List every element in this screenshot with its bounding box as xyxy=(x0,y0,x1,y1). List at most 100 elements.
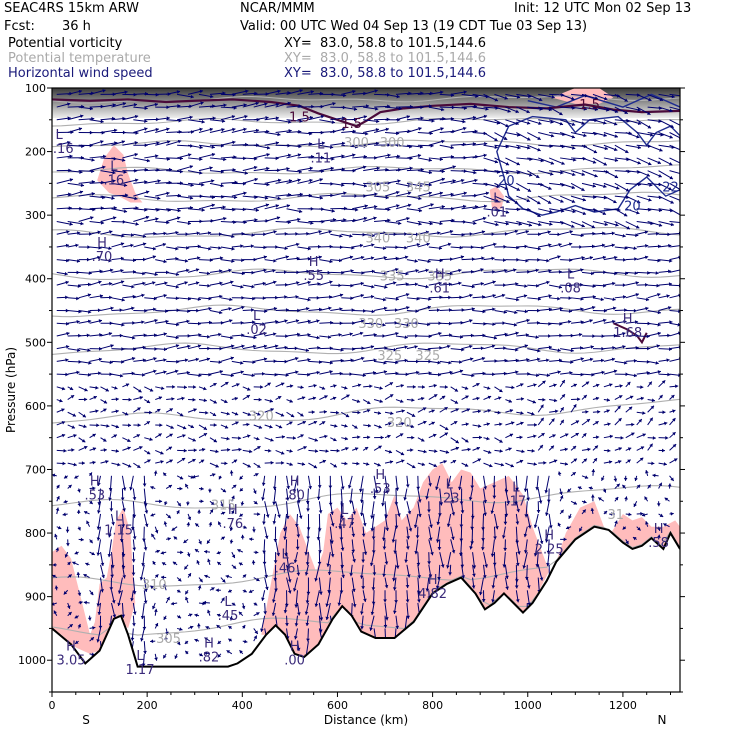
wind-arrow xyxy=(581,93,599,100)
wind-arrow xyxy=(472,424,482,428)
wind-arrow xyxy=(603,281,616,286)
wind-arrow xyxy=(330,127,346,133)
wind-arrow xyxy=(231,127,247,133)
wind-arrow xyxy=(461,284,475,289)
wind-arrow xyxy=(570,297,584,301)
wind-arrow xyxy=(318,539,322,554)
theta-line xyxy=(52,485,680,509)
wind-arrow xyxy=(176,475,184,480)
wind-arrow xyxy=(341,385,348,390)
wind-arrow xyxy=(450,142,467,147)
wind-arrow xyxy=(122,446,131,451)
wind-arrow xyxy=(122,462,132,468)
wind-arrow xyxy=(166,384,176,389)
wind-arrow xyxy=(548,195,564,203)
wind-arrow xyxy=(220,501,224,508)
wind-arrow xyxy=(537,526,544,545)
wind-arrow xyxy=(570,357,584,362)
wind-arrow xyxy=(658,482,663,489)
wind-arrow xyxy=(549,383,557,388)
wind-arrow xyxy=(174,653,178,659)
wind-arrow xyxy=(242,308,255,312)
wind-arrow xyxy=(264,89,281,95)
wind-arrow xyxy=(209,509,214,515)
wind-arrow xyxy=(494,310,507,314)
wind-arrow xyxy=(417,449,427,454)
wind-arrow xyxy=(472,446,481,451)
wind-arrow xyxy=(559,495,564,502)
wind-arrow xyxy=(264,372,278,377)
wind-arrow xyxy=(111,424,120,429)
wind-arrow xyxy=(647,271,659,275)
wind-arrow xyxy=(275,334,289,339)
wind-arrow xyxy=(155,127,170,133)
wind-arrow xyxy=(417,230,430,235)
wind-arrow xyxy=(494,182,509,190)
wind-arrow xyxy=(492,475,497,489)
wind-speed-label: 22 xyxy=(662,181,679,196)
field-wind-xy: XY= 83.0, 58.8 to 101.5,144.6 xyxy=(284,66,487,81)
wind-arrow xyxy=(188,208,205,212)
wind-arrow xyxy=(122,306,135,312)
wind-arrow xyxy=(592,445,599,451)
wind-arrow xyxy=(361,526,366,537)
wind-arrow xyxy=(481,539,485,551)
wind-arrow xyxy=(549,232,561,237)
wind-arrow xyxy=(614,496,619,502)
wind-arrow xyxy=(275,435,286,439)
wind-arrow xyxy=(308,141,326,146)
wind-arrow xyxy=(133,157,151,163)
wind-arrow xyxy=(592,457,598,464)
wind-arrow xyxy=(122,437,131,443)
wind-arrow xyxy=(78,319,92,324)
wind-arrow xyxy=(330,448,340,453)
wind-arrow xyxy=(515,475,519,491)
wind-arrow xyxy=(330,93,347,98)
wind-arrow xyxy=(253,445,261,451)
wind-arrow xyxy=(538,182,552,190)
wind-arrow xyxy=(581,182,596,188)
wind-arrow xyxy=(527,170,540,179)
wind-arrow xyxy=(461,245,474,250)
wind-arrow xyxy=(144,318,158,324)
field-theta-name: Potential temperature xyxy=(8,51,151,66)
wind-arrow xyxy=(187,357,200,362)
wind-arrow xyxy=(439,395,446,400)
wind-arrow xyxy=(275,373,289,377)
wind-arrow xyxy=(111,373,124,378)
wind-arrow xyxy=(111,280,125,286)
wind-arrow xyxy=(516,244,528,249)
wind-arrow xyxy=(483,335,498,340)
wind-arrow xyxy=(100,179,116,184)
wind-arrow xyxy=(544,475,550,494)
wind-arrow xyxy=(415,526,420,539)
wind-arrow xyxy=(581,345,594,350)
wind-arrow xyxy=(647,370,662,375)
wind-arrow xyxy=(275,395,282,400)
wind-arrow xyxy=(363,321,375,326)
wind-arrow xyxy=(450,420,458,426)
wind-arrow xyxy=(592,346,605,351)
wind-arrow xyxy=(647,283,660,288)
wind-arrow xyxy=(132,615,136,627)
wind-arrow xyxy=(636,396,645,401)
wind-speed-line xyxy=(527,93,680,108)
wind-arrow xyxy=(62,512,68,517)
wind-arrow xyxy=(603,157,619,163)
wind-arrow xyxy=(275,424,283,429)
wind-arrow xyxy=(241,602,246,610)
wind-arrow xyxy=(111,462,121,467)
wind-arrow xyxy=(483,182,500,189)
wind-arrow xyxy=(209,423,217,427)
wind-arrow xyxy=(220,411,230,416)
wind-arrow xyxy=(658,269,672,274)
wind-arrow xyxy=(231,284,244,289)
wind-arrow xyxy=(581,170,598,178)
wind-arrow xyxy=(395,421,405,426)
wind-arrow xyxy=(330,437,337,442)
wind-arrow xyxy=(592,132,607,138)
theta-label: 330 xyxy=(358,317,383,332)
wind-arrow xyxy=(220,488,227,493)
wind-arrow xyxy=(78,293,92,299)
wind-arrow xyxy=(592,119,607,125)
